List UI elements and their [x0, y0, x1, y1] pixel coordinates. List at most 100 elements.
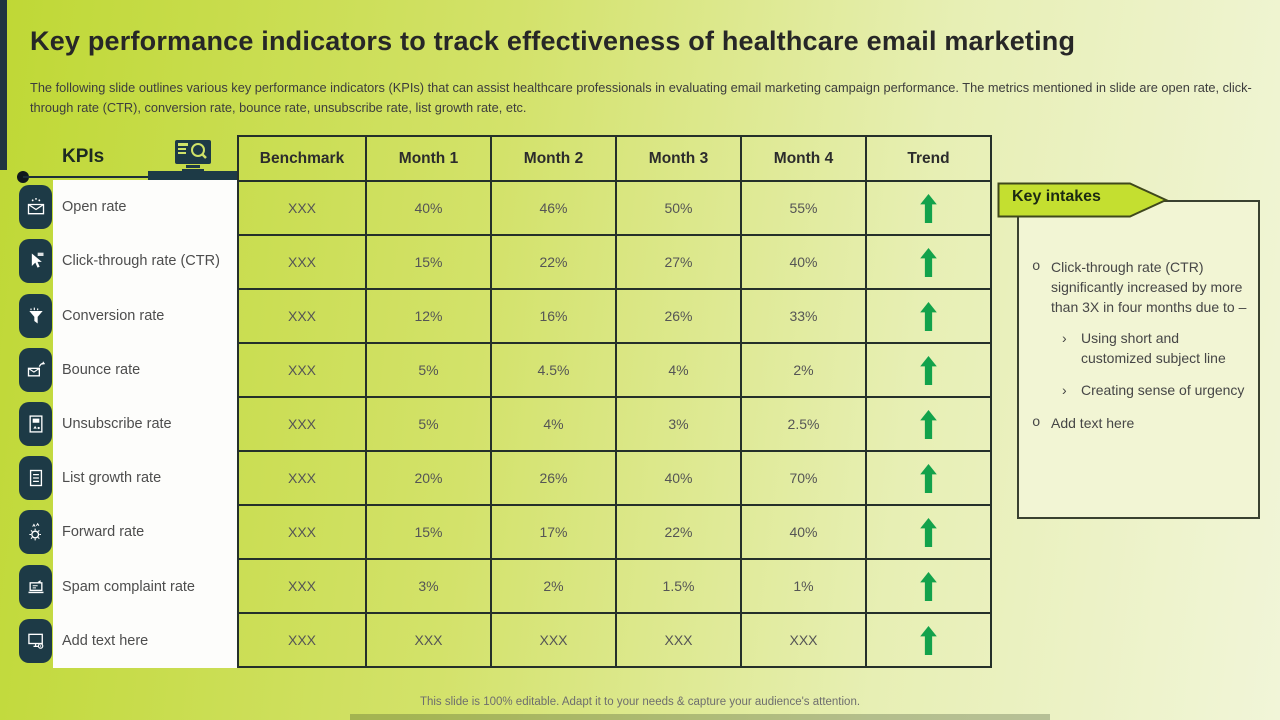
trend-up-icon	[920, 463, 937, 493]
column-header: Benchmark	[237, 135, 367, 182]
table-cell: 55%	[740, 180, 867, 236]
kpi-list-item: Add text here	[19, 614, 237, 668]
key-intakes-box: o Click-through rate (CTR) significantly …	[1017, 200, 1260, 519]
table-cell: 20%	[365, 450, 492, 506]
table-cell: 40%	[615, 450, 742, 506]
table-cell: 1.5%	[615, 558, 742, 614]
table-cell: 4%	[490, 396, 617, 452]
page-title: Key performance indicators to track effe…	[30, 26, 1076, 56]
column-header: Trend	[865, 135, 992, 182]
kpi-label: Bounce rate	[62, 361, 141, 378]
trend-up-icon	[920, 625, 937, 655]
bullet-marker: o	[1032, 415, 1041, 432]
table-row: XXX 40% 46% 50% 55%	[237, 180, 992, 236]
table-row: XXX 20% 26% 40% 70%	[237, 450, 992, 506]
bullet-text: Click-through rate (CTR) significantly i…	[1051, 259, 1247, 315]
table-cell: 1%	[740, 558, 867, 614]
slide-description: The following slide outlines various key…	[30, 80, 1252, 115]
table-cell: XXX	[365, 612, 492, 668]
intake-bullet: o Add text here	[1032, 414, 1248, 434]
kpi-label: List growth rate	[62, 470, 162, 487]
table-cell: 27%	[615, 234, 742, 290]
table-row: XXX 15% 22% 27% 40%	[237, 234, 992, 290]
trend-cell	[865, 234, 992, 290]
open-email-icon	[19, 185, 52, 230]
trend-cell	[865, 558, 992, 614]
click-cursor-icon	[19, 239, 52, 284]
table-row: XXX XXX XXX XXX XXX	[237, 612, 992, 668]
table-row: XXX 15% 17% 22% 40%	[237, 504, 992, 560]
trend-up-icon	[920, 247, 937, 277]
kpi-section-title: KPIs	[62, 146, 105, 167]
table-cell: 15%	[365, 234, 492, 290]
kpi-label: Spam complaint rate	[62, 578, 195, 595]
trend-up-icon	[920, 193, 937, 223]
funnel-icon	[19, 293, 52, 338]
table-row: XXX 12% 16% 26% 33%	[237, 288, 992, 344]
table-cell: 40%	[740, 504, 867, 560]
table-cell: 3%	[365, 558, 492, 614]
kpi-label: Click-through rate (CTR)	[62, 253, 220, 270]
forward-gear-icon	[19, 510, 52, 555]
table-cell: 22%	[615, 504, 742, 560]
table-cell: XXX	[237, 612, 367, 668]
kpi-label: Open rate	[62, 199, 127, 216]
table-cell: XXX	[237, 234, 367, 290]
key-intakes-title: Key intakes	[1012, 188, 1101, 205]
table-cell: XXX	[237, 180, 367, 236]
intake-bullet: o Click-through rate (CTR) significantly …	[1032, 258, 1248, 318]
bounce-email-icon	[19, 347, 52, 392]
table-cell: 4.5%	[490, 342, 617, 398]
kpi-list-item: List growth rate	[19, 451, 237, 505]
table-header-row: Benchmark Month 1 Month 2 Month 3 Month 4 Tre…	[237, 135, 992, 182]
kpi-metrics-table: Benchmark Month 1 Month 2 Month 3 Month 4 Tre…	[237, 135, 992, 668]
kpi-list-item: Click-through rate (CTR)	[19, 234, 237, 288]
table-cell: XXX	[237, 504, 367, 560]
column-header: Month 1	[365, 135, 492, 182]
kpi-list-panel: Open rate Click-through rate (CTR) Conve…	[19, 180, 237, 668]
kpi-label: Conversion rate	[62, 307, 165, 324]
table-cell: 5%	[365, 396, 492, 452]
table-cell: XXX	[237, 558, 367, 614]
bottom-accent-bar	[350, 714, 1050, 720]
table-cell: 26%	[490, 450, 617, 506]
key-intakes-banner	[997, 182, 1169, 218]
intake-sub-bullet: › Using short and customized subject line	[1062, 329, 1248, 369]
bullet-text: Add text here	[1051, 415, 1135, 432]
trend-cell	[865, 450, 992, 506]
table-cell: XXX	[237, 396, 367, 452]
bullet-marker: ›	[1062, 329, 1067, 346]
column-header: Month 3	[615, 135, 742, 182]
kpi-list-item: Unsubscribe rate	[19, 397, 237, 451]
monitor-gear-icon	[19, 618, 52, 663]
table-cell: XXX	[490, 612, 617, 668]
table-cell: 3%	[615, 396, 742, 452]
table-cell: 40%	[365, 180, 492, 236]
connector-line	[23, 176, 237, 178]
spam-report-icon	[19, 564, 52, 609]
bullet-marker: ›	[1062, 382, 1067, 399]
trend-up-icon	[920, 517, 937, 547]
table-cell: 5%	[365, 342, 492, 398]
kpi-header-underline	[148, 171, 237, 180]
kpi-list-item: Spam complaint rate	[19, 560, 237, 614]
trend-cell	[865, 396, 992, 452]
table-cell: 40%	[740, 234, 867, 290]
table-row: XXX 3% 2% 1.5% 1%	[237, 558, 992, 614]
kpi-list-item: Bounce rate	[19, 343, 237, 397]
kpi-label: Add text here	[62, 632, 149, 649]
trend-up-icon	[920, 301, 937, 331]
trend-cell	[865, 180, 992, 236]
kpi-list-item: Forward rate	[19, 505, 237, 559]
table-cell: 22%	[490, 234, 617, 290]
bullet-text: Using short and customized subject line	[1081, 329, 1226, 366]
trend-up-icon	[920, 355, 937, 385]
table-cell: 26%	[615, 288, 742, 344]
footer-note: This slide is 100% editable. Adapt it to…	[419, 696, 861, 708]
list-icon	[19, 456, 52, 501]
table-cell: 70%	[740, 450, 867, 506]
table-cell: XXX	[237, 288, 367, 344]
table-cell: 46%	[490, 180, 617, 236]
column-header: Month 4	[740, 135, 867, 182]
table-cell: 2%	[740, 342, 867, 398]
